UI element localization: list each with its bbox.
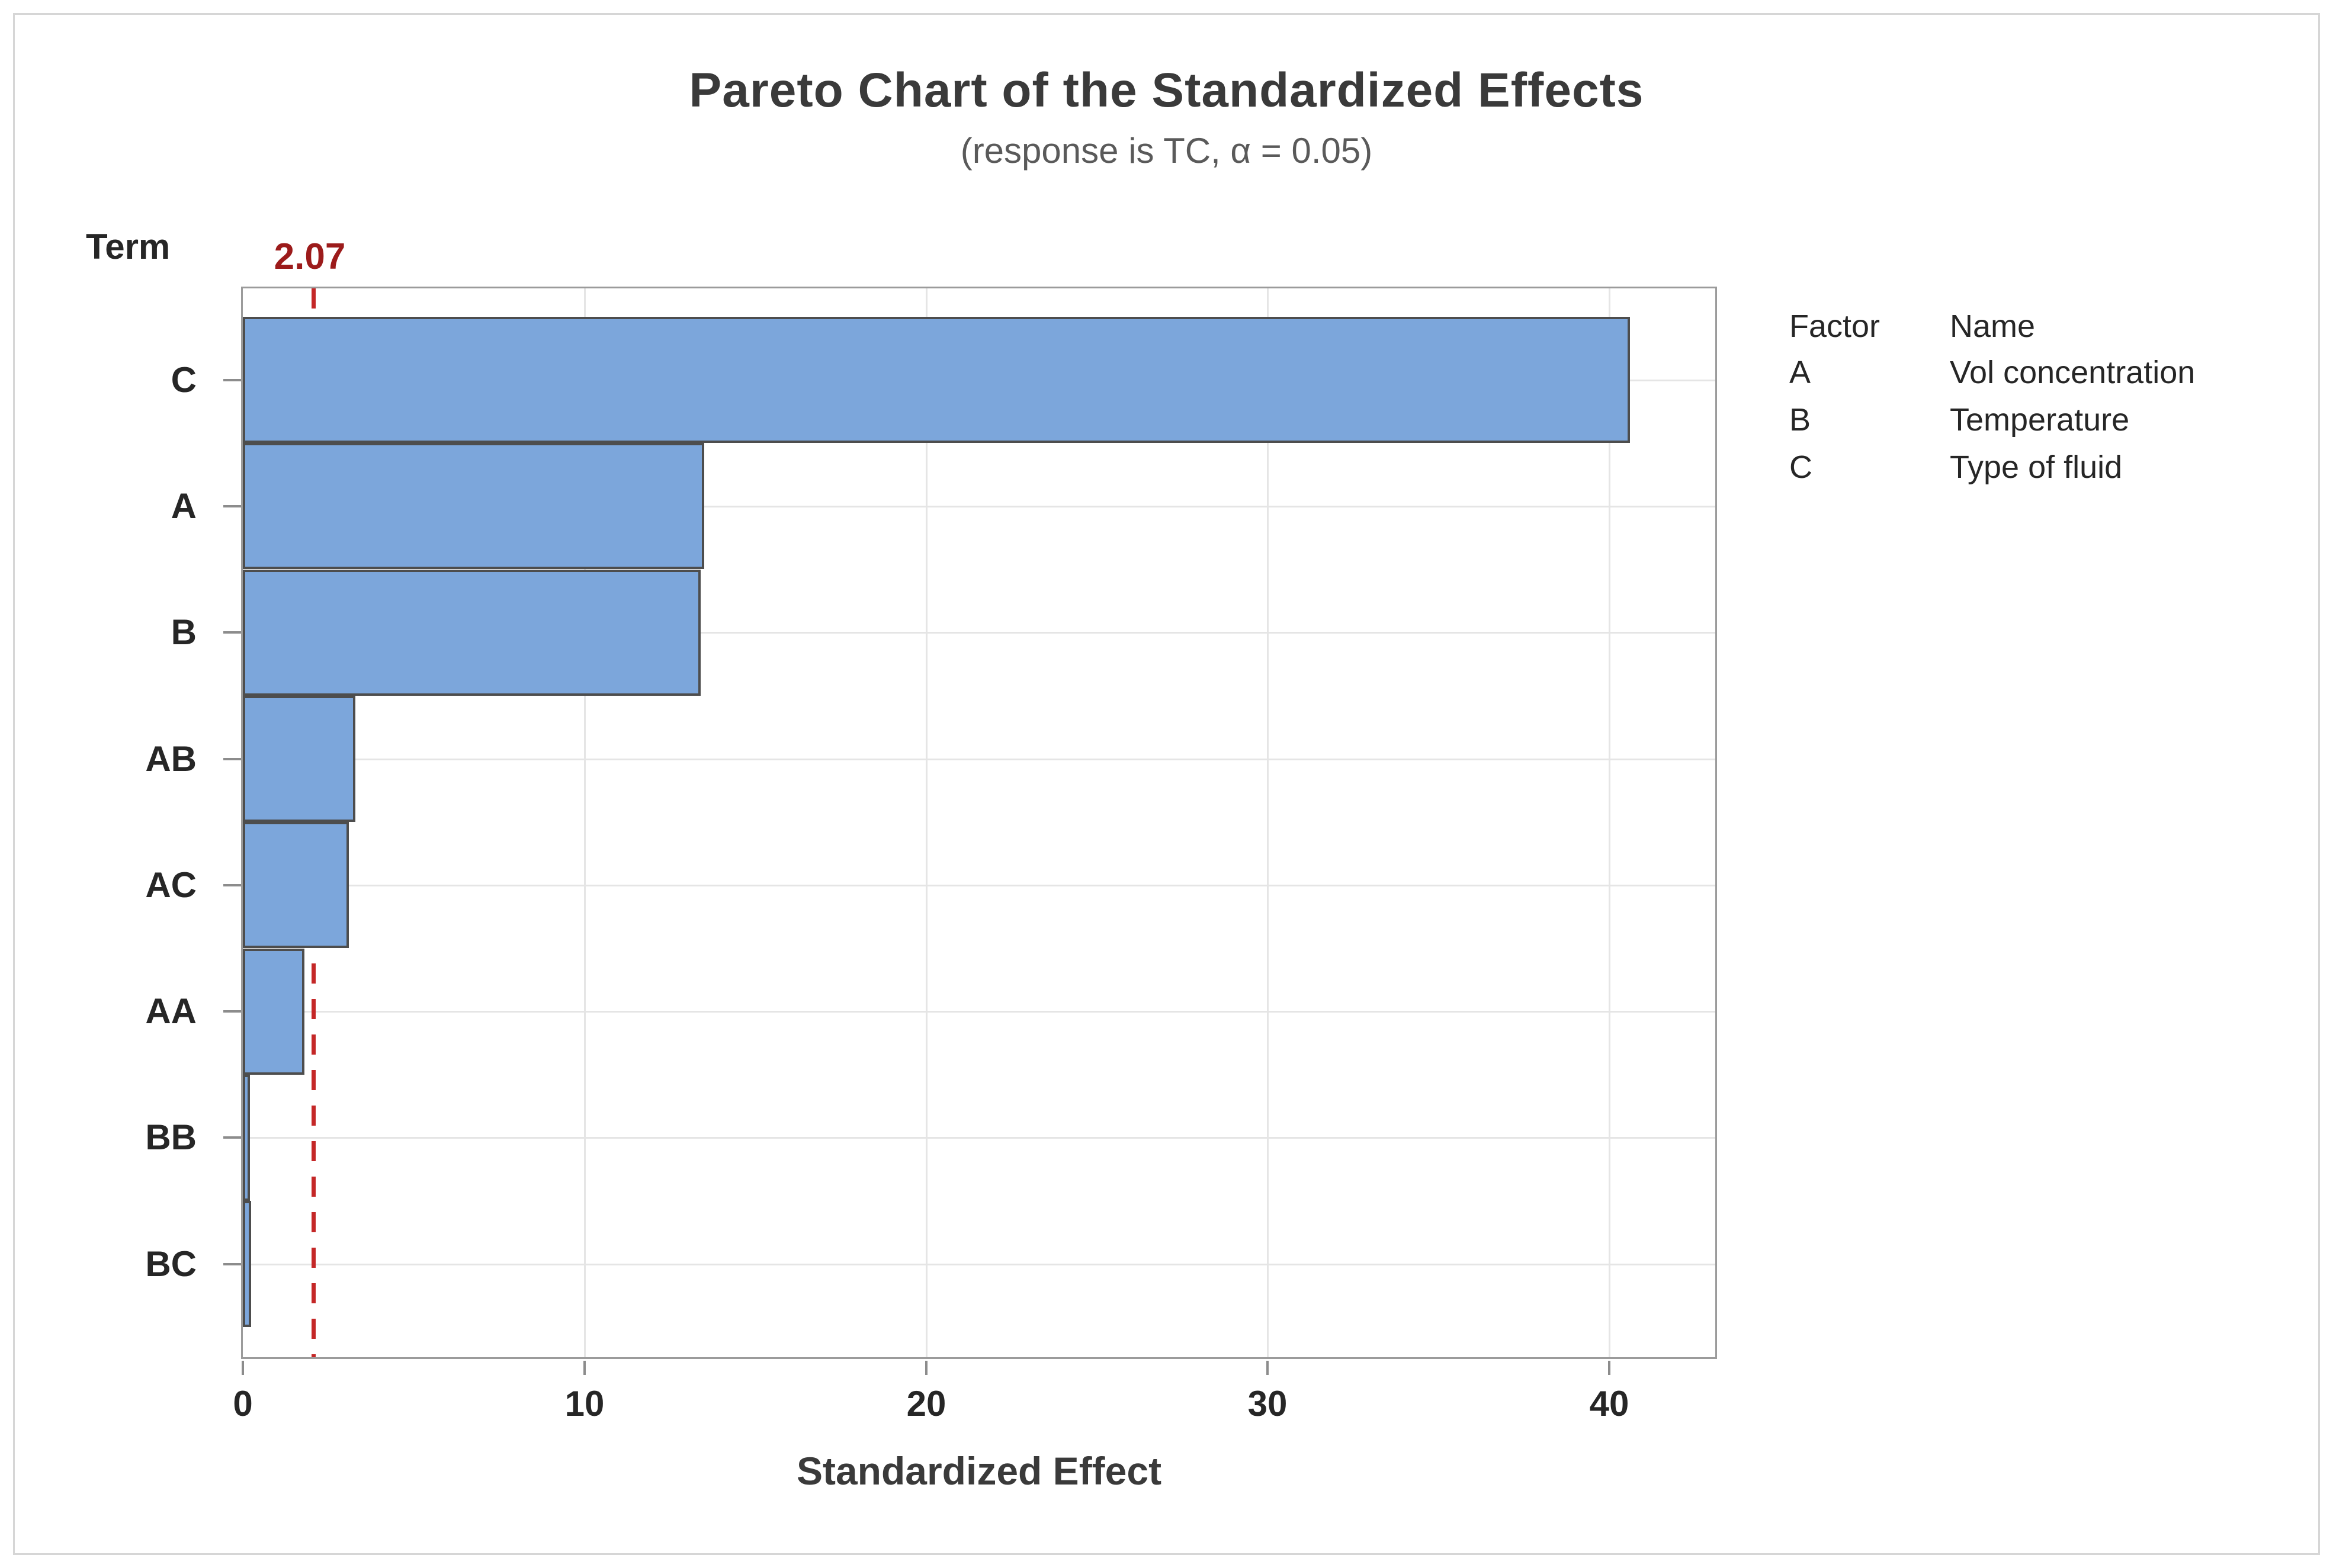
bar-AC (243, 822, 349, 948)
y-tick-label-AC: AC (145, 865, 197, 905)
y-gridline-AA (243, 1011, 1715, 1013)
y-tick-label-BB: BB (145, 1117, 197, 1157)
x-tick-0 (242, 1361, 244, 1375)
y-gridline-B (243, 632, 1715, 634)
y-tick-label-B: B (171, 612, 197, 652)
legend-factor-C: C (1789, 449, 1812, 485)
y-tick-label-BC: BC (145, 1244, 197, 1284)
bar-A (243, 443, 704, 569)
y-tick-label-AA: AA (145, 991, 197, 1031)
y-gridline-BB (243, 1137, 1715, 1139)
legend-header-name: Name (1950, 309, 2036, 344)
x-tick-label-30: 30 (1247, 1384, 1288, 1424)
legend-row-B: B Temperature (1789, 401, 2129, 438)
bar-C (243, 317, 1630, 443)
chart-subtitle: (response is TC, α = 0.05) (960, 131, 1373, 171)
x-gridline-40 (1609, 288, 1610, 1357)
y-tick-C (223, 379, 241, 381)
y-tick-BC (223, 1263, 241, 1265)
y-tick-B (223, 631, 241, 634)
legend-name-C: Type of fluid (1950, 449, 2123, 485)
y-axis-title: Term (86, 227, 171, 266)
x-gridline-10 (584, 288, 586, 1357)
x-tick-30 (1266, 1361, 1269, 1375)
bar-BB (243, 1075, 250, 1201)
y-tick-A (223, 505, 241, 507)
y-gridline-A (243, 506, 1715, 507)
y-tick-AB (223, 758, 241, 760)
y-tick-AA (223, 1010, 241, 1013)
y-tick-label-C: C (171, 360, 197, 400)
legend-row-A: A Vol concentration (1789, 354, 2195, 391)
y-gridline-BC (243, 1264, 1715, 1265)
x-tick-40 (1608, 1361, 1610, 1375)
y-tick-BB (223, 1136, 241, 1139)
legend-name-B: Temperature (1950, 402, 2130, 438)
bar-BC (243, 1201, 251, 1327)
legend-header-row: Factor Name (1789, 308, 2035, 345)
x-axis-title: Standardized Effect (796, 1449, 1162, 1493)
x-tick-label-0: 0 (233, 1384, 253, 1424)
x-tick-label-20: 20 (906, 1384, 946, 1424)
x-gridline-20 (926, 288, 928, 1357)
chart-title: Pareto Chart of the Standardized Effects (689, 63, 1644, 117)
x-tick-20 (925, 1361, 928, 1375)
legend-factor-A: A (1789, 355, 1811, 390)
x-tick-label-10: 10 (564, 1384, 605, 1424)
plot-area (241, 287, 1717, 1359)
y-gridline-AC (243, 885, 1715, 886)
x-gridline-30 (1267, 288, 1269, 1357)
legend-row-C: C Type of fluid (1789, 449, 2122, 486)
bar-AB (243, 696, 355, 822)
x-tick-label-40: 40 (1589, 1384, 1629, 1424)
x-tick-10 (583, 1361, 586, 1375)
legend-header-factor: Factor (1789, 309, 1880, 344)
legend-factor-B: B (1789, 402, 1811, 438)
y-tick-label-AB: AB (145, 739, 197, 779)
y-gridline-AB (243, 759, 1715, 760)
y-tick-label-A: A (171, 486, 197, 526)
figure-border (13, 13, 2320, 1555)
reference-line-label: 2.07 (274, 236, 346, 277)
y-tick-AC (223, 884, 241, 886)
bar-AA (243, 949, 304, 1075)
legend-name-A: Vol concentration (1950, 355, 2196, 390)
bar-B (243, 570, 701, 696)
